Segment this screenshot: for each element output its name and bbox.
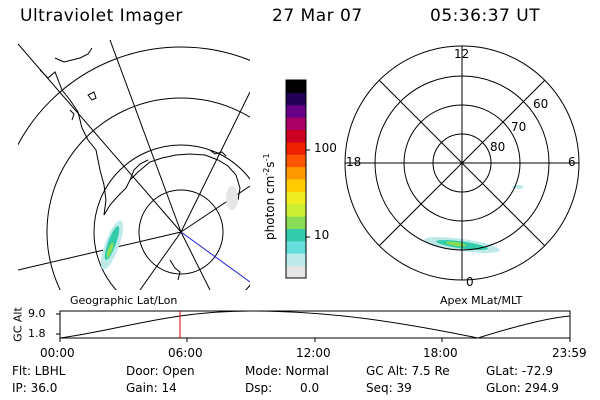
apex-caption: Apex MLat/MLT [440,294,523,307]
status-mode: Mode: Normal [245,364,329,378]
status-dsp-value: 0.0 [300,381,320,395]
magnetic-polar-plot [344,45,580,281]
colorbar-segment [286,253,306,267]
lat-label-60: 60 [533,97,549,111]
mlt-label-0: 0 [466,275,474,289]
colorbar-segment [286,191,306,205]
altitude-curve [60,311,570,338]
colorbar-segment [286,104,306,118]
colorbar-segment [286,166,306,180]
coastlines [39,47,241,281]
status-glon: GLon: 294.9 [486,381,559,395]
status-door: Door: Open [126,364,195,378]
status-gain: Gain: 14 [126,381,177,395]
latitude-circles [18,46,250,290]
colorbar-label-100: 100 [314,141,337,155]
orbit-xtick-1800: 18:00 [423,346,458,360]
colorbar-segment [286,80,306,93]
orbit-ytick-low: 1.8 [28,327,46,340]
colorbar-segment [286,216,306,229]
colorbar-segment [286,92,306,106]
time-label: 05:36:37 UT [430,6,541,26]
status-glat: GLat: -72.9 [486,364,553,378]
orbit-ylabel: GC Alt [11,307,25,342]
colorbar-label-10: 10 [314,228,330,242]
colorbar-segment [286,129,306,143]
colorbar-segment [286,265,306,279]
geographic-map [18,40,250,290]
colorbar-segment [286,154,306,168]
colorbar-segment [286,179,306,192]
status-seq: Seq: 39 [366,381,412,395]
colorbar-unit: photon cm-2s-1 [262,153,277,240]
lat-label-70: 70 [511,120,527,134]
status-dsp-label: Dsp: [245,381,273,395]
orbit-xtick-2359: 23:59 [552,346,587,360]
mlt-label-6: 6 [568,155,576,169]
status-ip: IP: 36.0 [12,381,58,395]
orbit-xtick-1200: 12:00 [296,346,331,360]
orbit-xtick-0000: 00:00 [40,346,75,360]
colorbar-segment [286,228,306,242]
orbit-track [180,231,250,283]
mlt-label-18: 18 [346,155,362,169]
orbit-xtick-0600: 06:00 [168,346,203,360]
orbit-altitude-plot [56,310,571,342]
mlt-label-12: 12 [454,47,470,61]
app-title: Ultraviolet Imager [20,6,183,26]
aurora-emission [100,186,238,270]
colorbar-segment [286,203,306,217]
colorbar-segment [286,141,306,155]
colorbar-segment [286,117,306,130]
colorbar-segment [286,240,306,254]
lat-label-80: 80 [490,140,506,154]
date-label: 27 Mar 07 [272,6,363,26]
orbit-ytick-high: 9.0 [28,307,46,320]
status-gc-alt: GC Alt: 7.5 Re [366,364,450,378]
colorbar [286,80,306,279]
status-filter: Flt: LBHL [12,364,66,378]
geographic-caption: Geographic Lat/Lon [70,294,178,307]
